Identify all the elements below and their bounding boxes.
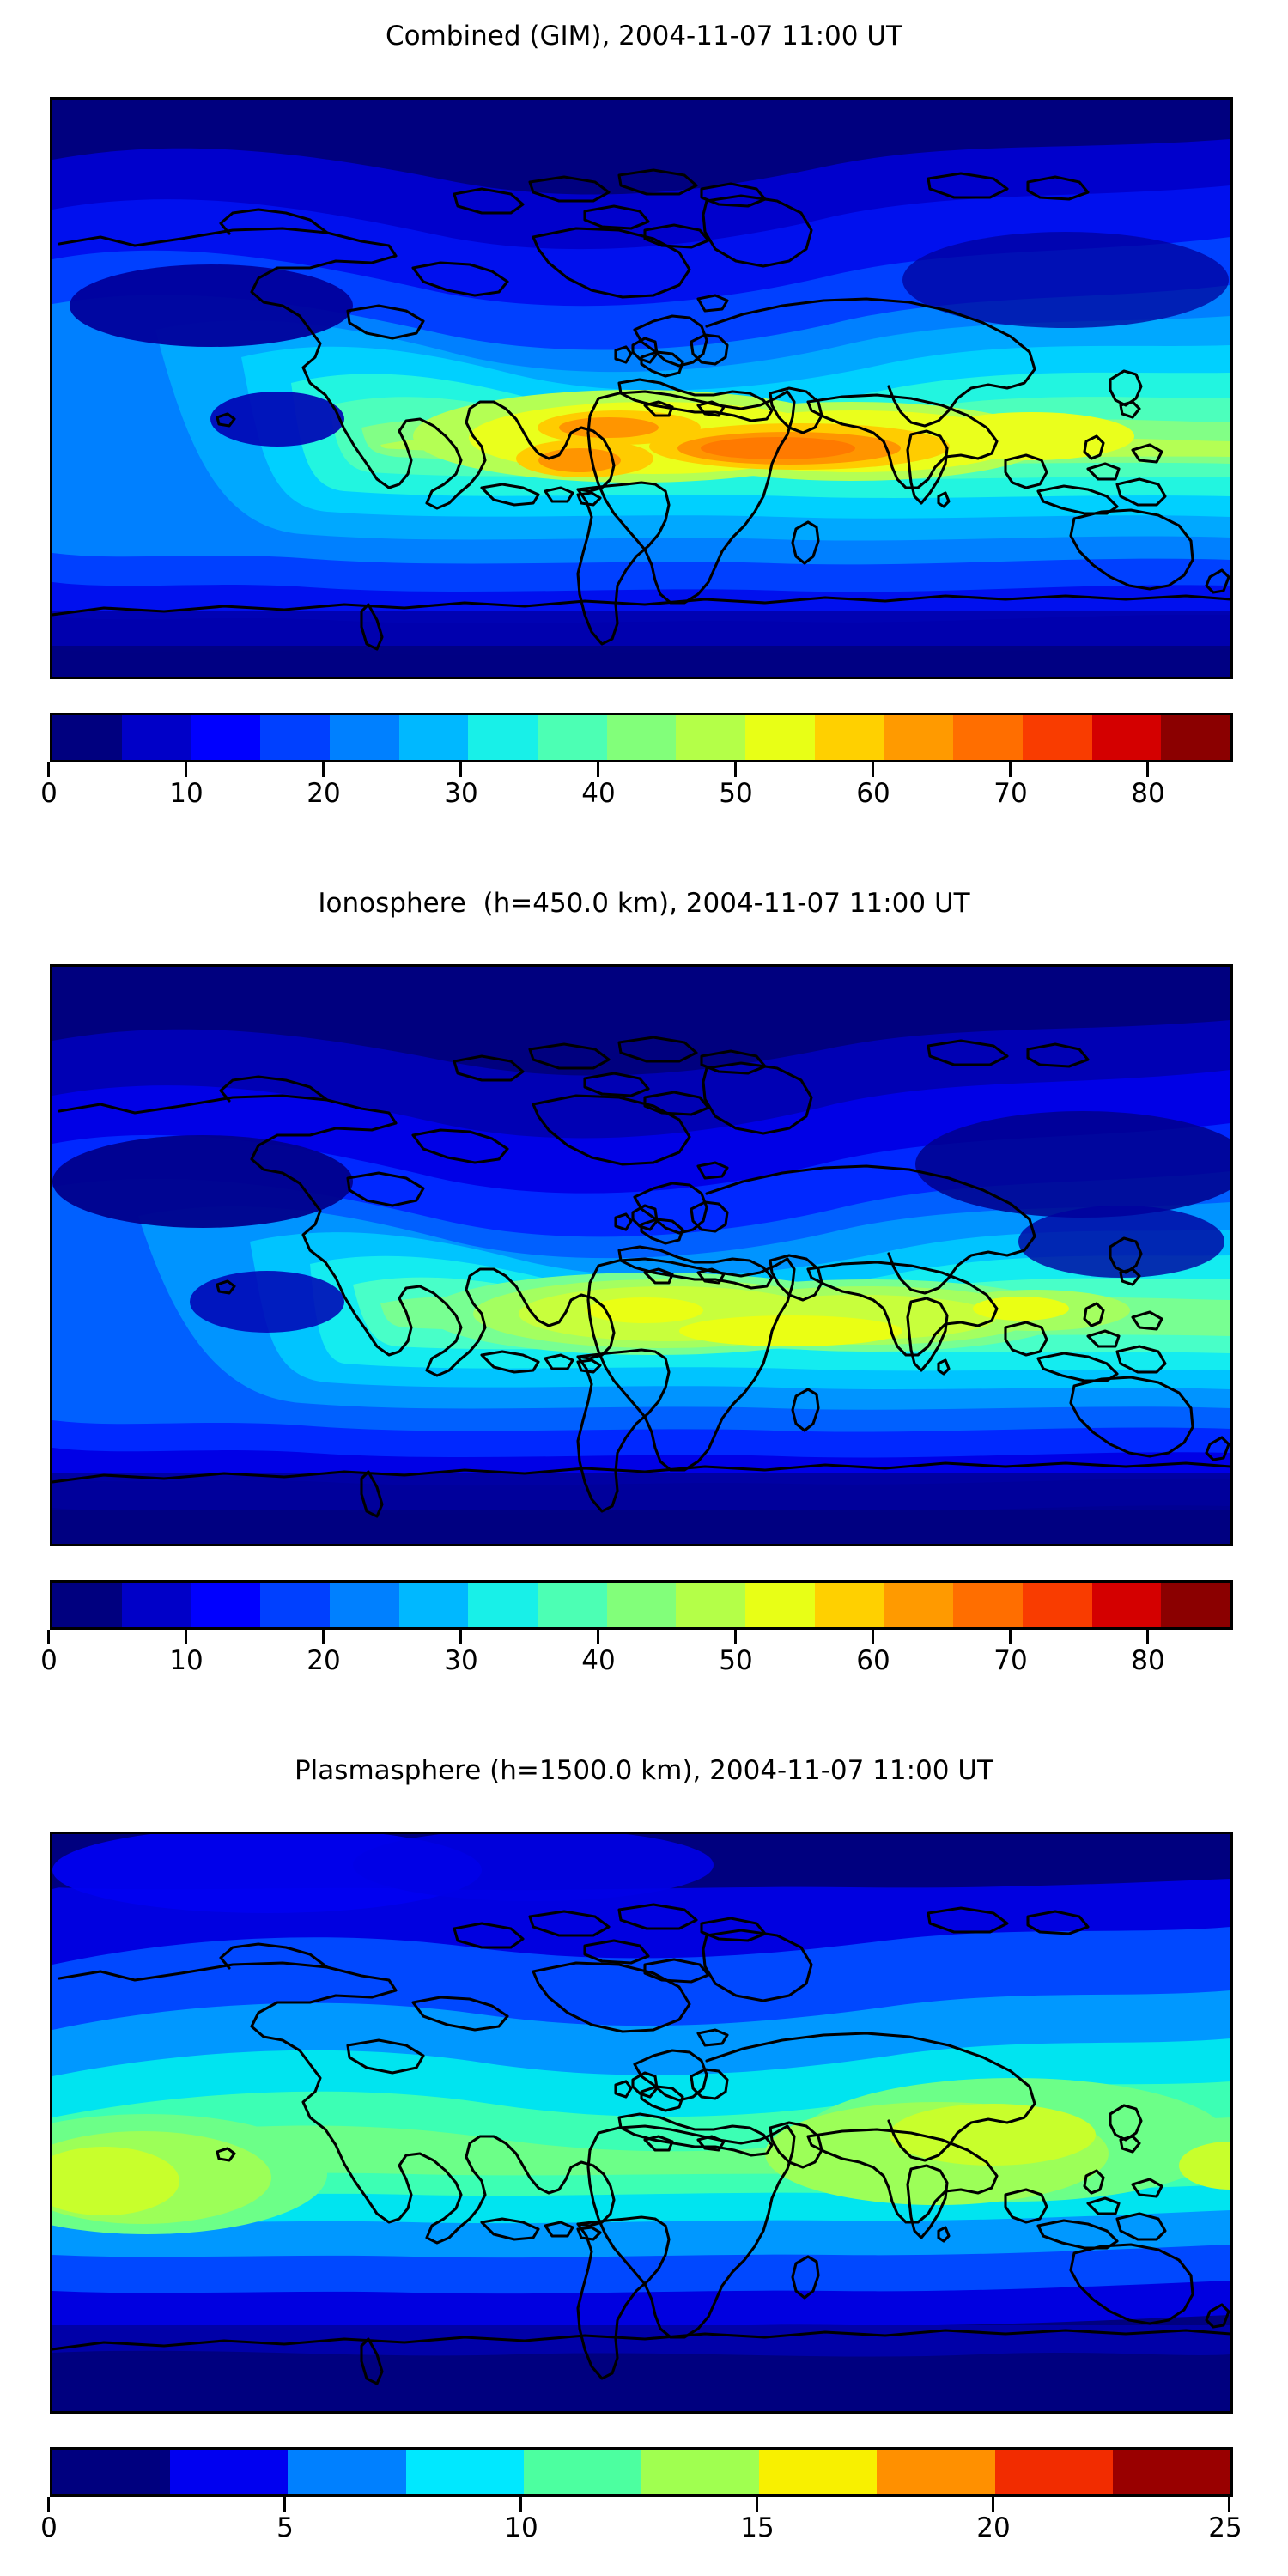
cb-tick-label: 80: [1131, 1645, 1165, 1676]
colorbar-swatch: [121, 715, 191, 760]
colorbar-swatch: [745, 1583, 815, 1627]
colorbar-swatch: [1161, 715, 1230, 760]
cb-tick-label: 20: [307, 778, 341, 809]
contour-fill-plasmasphere: [52, 1834, 1230, 2411]
map-canvas-ionosphere: [52, 967, 1230, 1544]
map-ionosphere: [50, 964, 1233, 1546]
cb-tick-label: 20: [307, 1645, 341, 1676]
cb-tick-label: 5: [276, 2512, 294, 2543]
colorbar-swatch: [170, 2450, 289, 2494]
colorbar-swatch: [953, 1583, 1023, 1627]
colorbar-combined[interactable]: [50, 713, 1233, 762]
cb-tick-label: 25: [1208, 2512, 1242, 2543]
cb-tick-label: 30: [444, 778, 478, 809]
colorbar-swatch: [191, 1583, 261, 1627]
cb-tick-label: 0: [40, 778, 58, 809]
cb-tick-label: 70: [993, 778, 1028, 809]
map-plasmasphere: [50, 1832, 1233, 2414]
colorbar-swatch: [676, 715, 746, 760]
cb-tick-label: 20: [976, 2512, 1011, 2543]
colorbar-swatch: [121, 1583, 191, 1627]
colorbar-plasmasphere[interactable]: [50, 2447, 1233, 2497]
panel-title-ionosphere: Ionosphere (h=450.0 km), 2004-11-07 11:0…: [318, 888, 970, 919]
colorbar-block-combined: 0 10 20 30 40 50 60 70 80: [40, 713, 1233, 816]
colorbar-swatch: [953, 715, 1023, 760]
colorbar-swatch: [260, 715, 330, 760]
colorbar-ionosphere[interactable]: [50, 1580, 1233, 1630]
cb-tick-label: 10: [504, 2512, 538, 2543]
cb-tick-label: 70: [993, 1645, 1028, 1676]
colorbar-swatch: [994, 2450, 1113, 2494]
colorbar-swatch: [1022, 715, 1092, 760]
colorbar-labels-plasmasphere: 0 5 10 15 20 25: [40, 2512, 1242, 2550]
cb-tick-label: 40: [581, 1645, 616, 1676]
map-canvas-combined: [52, 100, 1230, 677]
map-combined-gim: [50, 97, 1233, 679]
cb-tick-label: 60: [856, 778, 890, 809]
cb-tick-label: 40: [581, 778, 616, 809]
colorbar-swatch: [52, 2450, 171, 2494]
colorbar-swatch: [191, 715, 261, 760]
colorbar-swatch: [1091, 715, 1162, 760]
colorbar-swatch: [329, 1583, 399, 1627]
colorbar-swatch: [1091, 1583, 1162, 1627]
colorbar-swatch: [884, 715, 954, 760]
colorbar-swatch: [260, 1583, 330, 1627]
colorbar-swatch: [468, 715, 538, 760]
colorbar-block-plasmasphere: 0 5 10 15 20 25: [40, 2447, 1242, 2550]
colorbar-ticks-combined: [47, 762, 1230, 778]
colorbar-swatch: [606, 715, 677, 760]
cb-tick-label: 50: [719, 778, 753, 809]
colorbar-swatch: [814, 1583, 884, 1627]
colorbar-block-ionosphere: 0 10 20 30 40 50 60 70 80: [40, 1580, 1233, 1683]
colorbar-swatch: [641, 2450, 760, 2494]
colorbar-swatch: [523, 2450, 642, 2494]
colorbar-swatch: [398, 1583, 469, 1627]
colorbar-swatch: [52, 1583, 122, 1627]
colorbar-swatch: [877, 2450, 995, 2494]
colorbar-swatch: [606, 1583, 677, 1627]
colorbar-swatch: [288, 2450, 406, 2494]
cb-tick-label: 10: [169, 778, 204, 809]
cb-tick-label: 0: [40, 2512, 58, 2543]
cb-tick-label: 10: [169, 1645, 204, 1676]
cb-tick-label: 30: [444, 1645, 478, 1676]
colorbar-swatch: [468, 1583, 538, 1627]
colorbar-swatch: [759, 2450, 878, 2494]
colorbar-swatch: [1022, 1583, 1092, 1627]
colorbar-labels-ionosphere: 0 10 20 30 40 50 60 70 80: [40, 1645, 1230, 1683]
colorbar-ticks-plasmasphere: [47, 2497, 1230, 2512]
colorbar-swatch: [405, 2450, 524, 2494]
cb-tick-label: 60: [856, 1645, 890, 1676]
colorbar-swatch: [814, 715, 884, 760]
coastlines-ionosphere: [52, 1036, 1230, 1518]
cb-tick-label: 50: [719, 1645, 753, 1676]
cb-tick-label: 80: [1131, 778, 1165, 809]
colorbar-ticks-ionosphere: [47, 1630, 1230, 1645]
coastlines-combined: [52, 168, 1230, 651]
colorbar-swatch: [745, 715, 815, 760]
contour-fill-ionosphere: [52, 967, 1230, 1544]
coastlines-plasmasphere: [52, 1903, 1230, 2385]
colorbar-swatch: [676, 1583, 746, 1627]
contour-fill-combined: [52, 100, 1230, 677]
colorbar-swatch: [1161, 1583, 1230, 1627]
map-canvas-plasmasphere: [52, 1834, 1230, 2411]
cb-tick-label: 15: [740, 2512, 775, 2543]
panel-title-combined: Combined (GIM), 2004-11-07 11:00 UT: [386, 21, 902, 52]
colorbar-swatch: [329, 715, 399, 760]
colorbar-swatch: [884, 1583, 954, 1627]
colorbar-swatch: [537, 715, 607, 760]
colorbar-labels-combined: 0 10 20 30 40 50 60 70 80: [40, 778, 1230, 816]
panel-title-plasmasphere: Plasmasphere (h=1500.0 km), 2004-11-07 1…: [294, 1755, 993, 1786]
cb-tick-label: 0: [40, 1645, 58, 1676]
colorbar-swatch: [52, 715, 122, 760]
colorbar-swatch: [398, 715, 469, 760]
colorbar-swatch: [1112, 2450, 1231, 2494]
colorbar-swatch: [537, 1583, 607, 1627]
